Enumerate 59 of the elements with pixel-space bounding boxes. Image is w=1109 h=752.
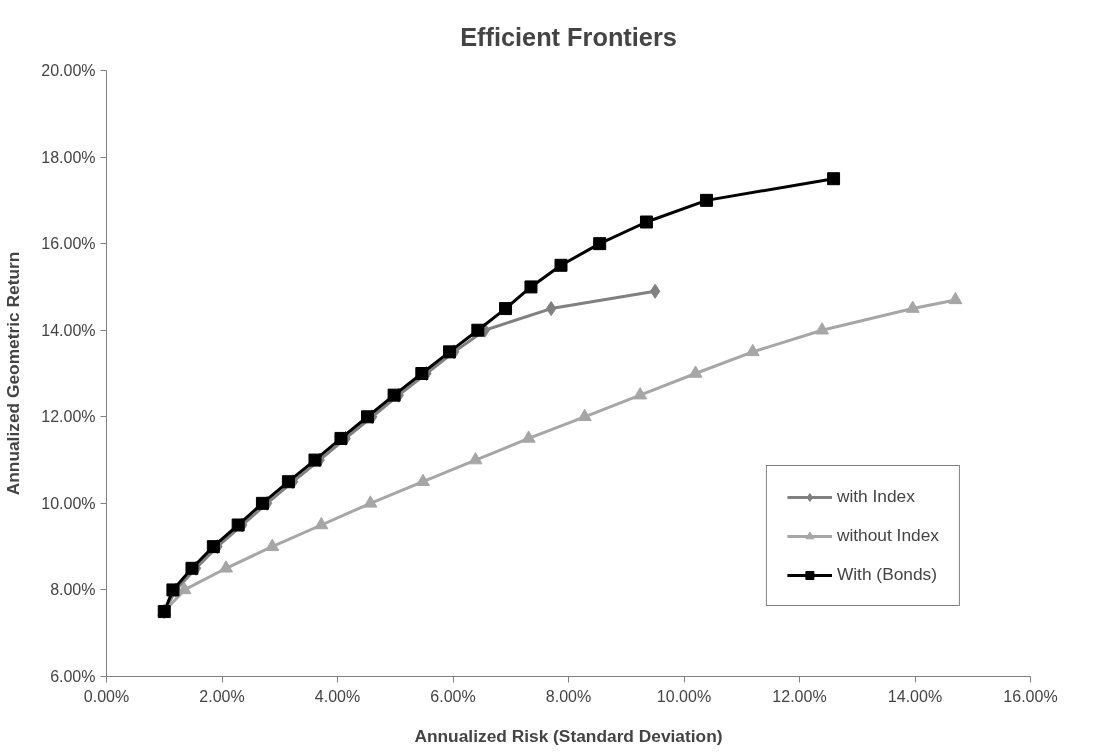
point	[387, 388, 401, 402]
point	[308, 453, 322, 467]
point	[314, 516, 329, 530]
x-tick-label: 8.00%	[545, 687, 592, 705]
chart-title: Efficient Frontiers	[460, 22, 677, 51]
point	[471, 323, 485, 337]
x-tick-label: 14.00%	[887, 687, 943, 705]
x-tick-label: 2.00%	[199, 687, 245, 705]
point	[443, 345, 457, 359]
x-axis-title: Annualized Risk (Standard Deviation)	[414, 725, 723, 746]
y-axis-title: Annualized Geometric Return	[3, 251, 24, 496]
point	[361, 410, 375, 424]
point	[700, 193, 714, 207]
point	[593, 237, 607, 251]
legend-label: with Index	[836, 486, 915, 507]
point	[255, 496, 269, 510]
x-tick-label: 16.00%	[1003, 687, 1058, 705]
point	[363, 495, 378, 508]
x-tick-label: 10.00%	[656, 687, 712, 705]
point	[649, 283, 661, 299]
point	[521, 430, 536, 443]
y-tick-label: 10.00%	[41, 494, 96, 512]
y-tick-label: 6.00%	[50, 668, 96, 685]
x-tick-label: 0.00%	[83, 687, 130, 705]
y-tick-label: 16.00%	[41, 235, 96, 253]
point	[468, 452, 483, 465]
point	[177, 581, 192, 595]
point	[281, 475, 295, 489]
legend-label: With (Bonds)	[836, 564, 938, 585]
point	[905, 300, 920, 313]
point	[231, 518, 245, 532]
x-tick-label: 12.00%	[772, 687, 827, 705]
point	[206, 540, 220, 554]
point	[577, 408, 592, 422]
y-tick-label: 12.00%	[41, 408, 96, 426]
x-tick-label: 6.00%	[430, 687, 476, 705]
point	[415, 473, 430, 486]
point	[948, 291, 963, 305]
point	[185, 561, 199, 575]
point	[688, 365, 703, 378]
point	[745, 343, 760, 357]
point	[554, 258, 568, 272]
y-tick-label: 20.00%	[41, 62, 96, 79]
point	[639, 215, 653, 229]
point	[524, 280, 538, 294]
point	[827, 172, 841, 186]
point	[633, 387, 648, 400]
legend-label: without Index	[836, 525, 939, 546]
point	[815, 322, 830, 335]
y-tick-label: 8.00%	[50, 581, 96, 599]
y-tick-label: 14.00%	[41, 321, 96, 339]
point	[219, 560, 234, 573]
point	[265, 538, 280, 551]
point	[499, 302, 513, 316]
y-tick-label: 18.00%	[41, 148, 96, 166]
point	[334, 431, 348, 445]
point	[166, 583, 180, 597]
x-tick-label: 4.00%	[314, 687, 361, 705]
point	[415, 367, 429, 380]
